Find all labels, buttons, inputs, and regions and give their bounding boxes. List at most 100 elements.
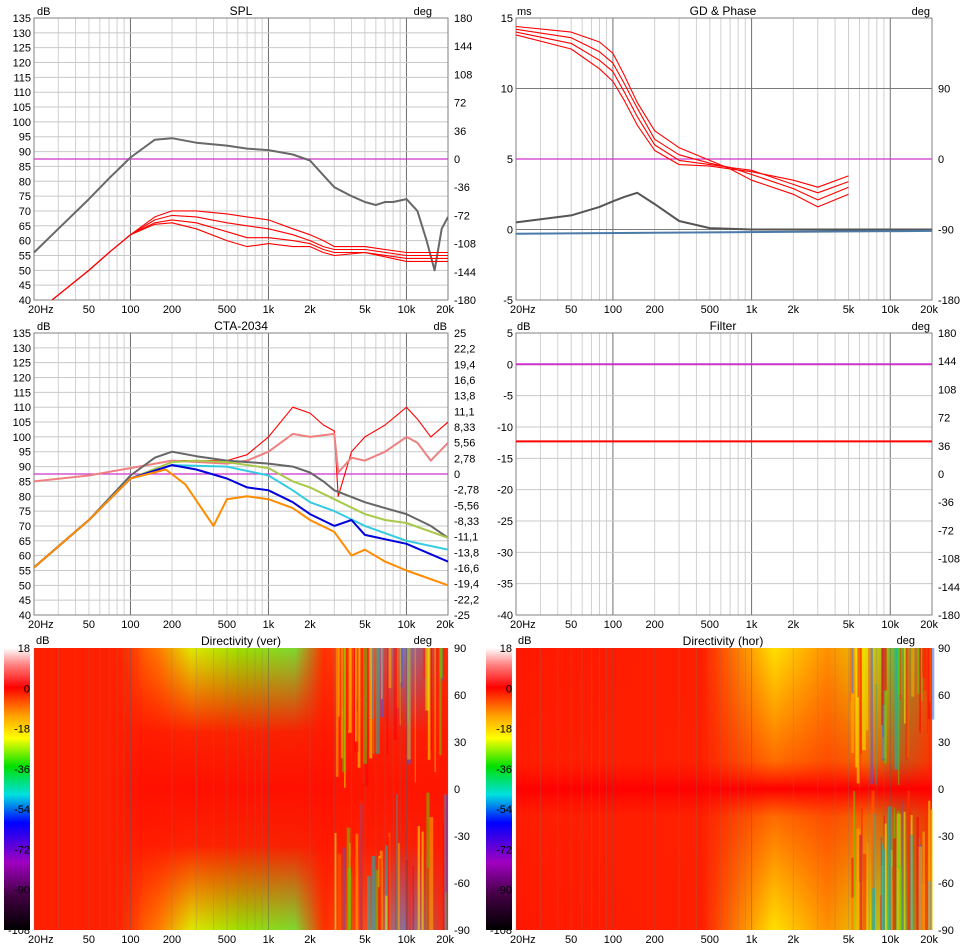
heatmap-stripe: [426, 867, 429, 930]
y-tick-label: 0: [507, 359, 513, 371]
y-tick-label: 110: [13, 87, 31, 99]
heatmap-stripe: [929, 648, 931, 703]
dirv-heatmap[interactable]: [34, 648, 448, 930]
y-tick-label: -40: [497, 610, 513, 622]
x-tick-label: 50: [565, 619, 577, 631]
dirv-heatmap-lowfreq: [34, 648, 144, 930]
y-tick-label: 130: [13, 343, 31, 355]
y-tick-label: 60: [19, 236, 31, 248]
heatmap-stripe: [371, 856, 376, 930]
y-tick-label: 5: [507, 154, 513, 166]
filter-title: Filter: [710, 319, 737, 333]
x-tick-label: 50: [83, 304, 95, 316]
spl-y2-ticks: 180 144 108 72 36 0 -36 -72 -108 -144 -180: [454, 13, 476, 307]
x-tick-label: 5k: [843, 934, 855, 946]
heatmap-stripe: [395, 648, 400, 708]
x-tick-label: 10k: [398, 304, 416, 316]
heatmap-stripe: [405, 859, 408, 930]
y2-tick-label: 13,8: [454, 391, 475, 403]
x-tick-label: 100: [121, 934, 139, 946]
x-tick-label: 200: [645, 934, 663, 946]
color-scale-tick-label: -90: [14, 885, 30, 897]
series-line-5: [516, 229, 932, 235]
x-tick-label: 500: [701, 304, 719, 316]
y2-tick-label: -180: [454, 295, 476, 307]
y-tick-label: 135: [13, 328, 31, 340]
cta-unit-left: dB: [37, 321, 50, 333]
color-scale-tick-label: 0: [24, 683, 30, 695]
y2-tick-label: -36: [938, 497, 954, 509]
spl-x-ticks: 20Hz 50 100 200 500 1k 2k 5k 10k 20k: [28, 304, 454, 316]
heatmap-stripe: [920, 648, 923, 702]
directivity-ver-panel: Directivity (ver) dB deg 18 0 -18 -36 -54 -72…: [4, 634, 470, 946]
dirh-unit-left: dB: [518, 635, 531, 647]
x-tick-label: 1k: [263, 934, 275, 946]
y-tick-label: -5: [503, 391, 513, 403]
x-tick-label: 20Hz: [510, 304, 536, 316]
color-scale-tick-label: -72: [14, 844, 30, 856]
x-tick-label: 2k: [788, 304, 800, 316]
y-tick-label: -20: [497, 485, 513, 497]
heatmap-stripe: [371, 648, 374, 719]
x-tick-label: 5k: [843, 304, 855, 316]
heatmap-stripe: [346, 648, 349, 731]
heatmap-stripe: [868, 875, 870, 930]
heatmap-stripe: [342, 847, 345, 930]
series-clip: [516, 25, 932, 235]
color-scale-tick-label: -54: [14, 804, 30, 816]
y-tick-label: 40: [19, 610, 31, 622]
x-tick-label: 100: [604, 619, 622, 631]
series-line-4: [51, 222, 448, 300]
heatmap-stripe: [922, 831, 925, 930]
y2-tick-label: 90: [938, 643, 950, 655]
x-tick-label: 5k: [359, 619, 371, 631]
color-scale-tick-label: -72: [496, 844, 512, 856]
y-tick-label: -35: [497, 579, 513, 591]
heatmap-stripe: [858, 882, 861, 930]
y-tick-label: 15: [501, 13, 513, 25]
y2-tick-label: 30: [454, 737, 466, 749]
directivity-hor-panel: Directivity (hor) dB deg 18 0 -18 -36 -54 -72…: [486, 634, 954, 946]
x-tick-label: 20k: [436, 934, 454, 946]
y-tick-label: 80: [19, 491, 31, 503]
heatmap-stripe: [917, 648, 921, 694]
dirv-grid: [33, 648, 449, 930]
x-tick-label: 20Hz: [510, 619, 536, 631]
y2-tick-label: -2,78: [454, 485, 479, 497]
x-tick-label: 500: [218, 619, 236, 631]
heatmap-stripe: [379, 858, 382, 930]
y2-tick-label: 22,2: [454, 344, 475, 356]
x-tick-label: 2k: [788, 619, 800, 631]
y2-tick-label: 144: [938, 356, 956, 368]
heatmap-stripe: [338, 648, 340, 717]
heatmap-stripe: [375, 648, 380, 754]
heatmap-stripe: [348, 648, 352, 733]
x-tick-label: 20Hz: [28, 934, 54, 946]
x-tick-label: 20k: [436, 619, 454, 631]
dirh-heatmap[interactable]: [516, 648, 935, 930]
heatmap-stripe: [931, 648, 935, 720]
heatmap-stripe: [891, 879, 894, 930]
filter-plot-area[interactable]: [515, 332, 933, 616]
x-tick-label: 20Hz: [28, 619, 54, 631]
y2-tick-label: -180: [938, 610, 960, 622]
gd-unit-right: deg: [912, 6, 930, 18]
heatmap-stripe: [926, 648, 929, 734]
cta-y-ticks: 135 130 125 120 115 110 105 100 95 90 85 80 75 70 65 60…: [13, 328, 31, 622]
filter-unit-left: dB: [517, 321, 530, 333]
filter-y2-ticks: 180 144 108 72 36 0 -36 -72 -108 -144 -180: [938, 328, 960, 622]
heatmap-stripe: [417, 826, 420, 930]
heatmap-stripe: [430, 648, 433, 751]
x-tick-label: 200: [645, 304, 663, 316]
heatmap-stripe: [439, 648, 442, 756]
filter-x-ticks: 20Hz 50 100 200 500 1k 2k 5k 10k 20k: [510, 619, 938, 631]
y2-tick-label: -90: [938, 225, 954, 237]
x-tick-label: 500: [218, 934, 236, 946]
gd-x-ticks: 20Hz 50 100 200 500 1k 2k 5k 10k 20k: [510, 304, 938, 316]
y2-tick-label: 16,6: [454, 375, 475, 387]
y-tick-label: -5: [503, 295, 513, 307]
heatmap-stripe: [862, 648, 866, 751]
y-tick-label: 55: [19, 250, 31, 262]
heatmap-stripe: [851, 857, 854, 930]
y-tick-label: 130: [13, 28, 31, 40]
